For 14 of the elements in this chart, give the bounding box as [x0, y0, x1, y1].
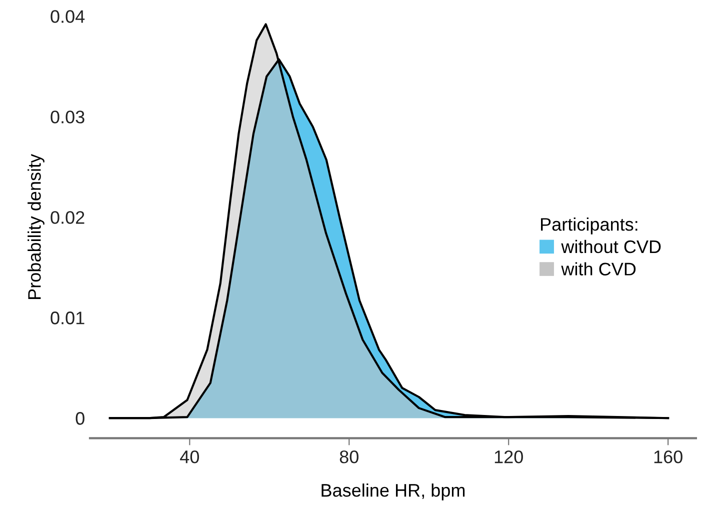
- x-tick-label: 40: [180, 450, 199, 464]
- legend-label: without CVD: [561, 240, 661, 254]
- x-tick-label: 160: [654, 450, 682, 464]
- y-axis-title: Probability density: [28, 154, 44, 299]
- x-axis-title: Baseline HR, bpm: [322, 484, 465, 500]
- y-tick-label: 0.01: [50, 312, 84, 324]
- y-tick-label: 0.03: [50, 110, 84, 124]
- y-tick-label: 0.02: [50, 211, 84, 224]
- y-tick-label: 0: [76, 412, 84, 425]
- y-tick-label: 0.04: [50, 10, 85, 23]
- x-tick-label: 80: [340, 450, 358, 464]
- legend-label: with CVD: [561, 262, 636, 276]
- x-tick-label: 120: [494, 450, 523, 464]
- legend-title: Participants:: [541, 218, 638, 234]
